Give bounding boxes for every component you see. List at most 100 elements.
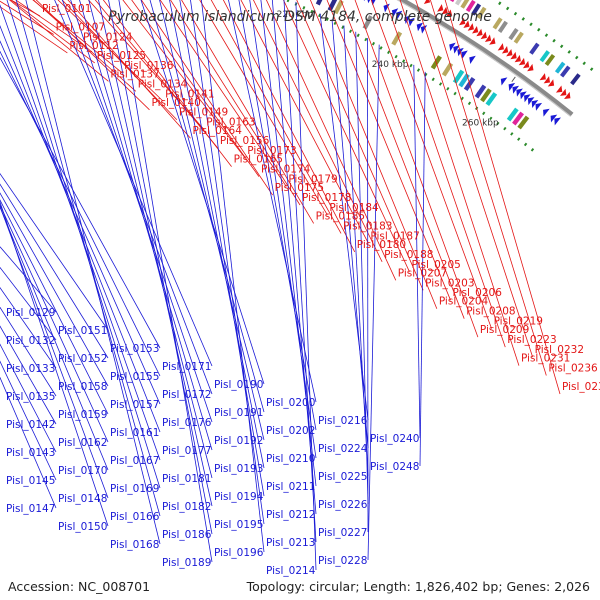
reverse-gene-label[interactable]: Pisl_0158 xyxy=(58,381,107,393)
reverse-gene-label[interactable]: Pisl_0210 xyxy=(266,453,315,465)
scale-ticks: 120 kbp140 kbp160 kbp180 kbp200 kbp220 k… xyxy=(277,10,516,129)
forward-gene-label[interactable]: Pisl_0206 xyxy=(453,287,503,299)
forward-gene-label[interactable]: Pisl_0179 xyxy=(288,174,337,186)
forward-gene-label[interactable]: Pisl_0125 xyxy=(97,50,146,62)
reverse-gene-label[interactable]: Pisl_0135 xyxy=(6,391,55,403)
reverse-gene-label[interactable]: Pisl_0227 xyxy=(318,527,367,539)
reverse-gene-label[interactable]: Pisl_0147 xyxy=(6,503,55,515)
reverse-gene-label[interactable]: Pisl_0194 xyxy=(214,491,264,503)
forward-gene-label[interactable]: Pisl_0205 xyxy=(411,259,460,271)
forward-gene-label[interactable]: Pisl_0149 xyxy=(179,107,228,119)
forward-gene-label[interactable]: Pisl_0175 xyxy=(275,182,324,194)
reverse-gene-label[interactable]: Pisl_0162 xyxy=(58,437,107,449)
reverse-gene-label[interactable]: Pisl_0228 xyxy=(318,555,367,567)
forward-gene-label[interactable]: Pisl_0232 xyxy=(535,344,584,356)
reverse-gene-label[interactable]: Pisl_0176 xyxy=(162,417,212,429)
gc-dot xyxy=(416,68,421,72)
forward-gene-label[interactable]: Pisl_0187 xyxy=(370,230,419,242)
reverse-gene-label[interactable]: Pisl_0200 xyxy=(266,397,315,409)
forward-gene-mark xyxy=(522,60,530,69)
forward-gene-label[interactable]: Pisl_0107 xyxy=(56,21,105,33)
reverse-gene-label[interactable]: Pisl_0196 xyxy=(214,547,264,559)
forward-gene-label[interactable]: Pisl_0134 xyxy=(138,78,188,90)
reverse-gene-label[interactable]: Pisl_0240 xyxy=(370,433,419,445)
reverse-gene-label[interactable]: Pisl_0171 xyxy=(162,361,211,373)
forward-gene-label[interactable]: Pisl_0140 xyxy=(151,97,200,109)
reverse-gene-label[interactable]: Pisl_0143 xyxy=(6,447,55,459)
reverse-gene-label[interactable]: Pisl_0151 xyxy=(58,325,107,337)
forward-gene-label[interactable]: Pisl_0141 xyxy=(165,88,214,100)
forward-gene-label[interactable]: Pisl_0239 xyxy=(562,381,600,393)
forward-gene-label[interactable]: Pisl_0184 xyxy=(329,202,379,214)
inner-category-block xyxy=(452,69,465,84)
reverse-gene-label[interactable]: Pisl_0167 xyxy=(110,455,159,467)
reverse-gene-label[interactable]: Pisl_0214 xyxy=(266,565,316,577)
reverse-gene-label[interactable]: Pisl_0142 xyxy=(6,419,55,431)
reverse-gene-label[interactable]: Pisl_0166 xyxy=(110,511,160,523)
reverse-gene-label[interactable]: Pisl_0181 xyxy=(162,473,211,485)
forward-gene-label[interactable]: Pisl_0231 xyxy=(521,353,570,365)
reverse-gene-label[interactable]: Pisl_0226 xyxy=(318,499,368,511)
forward-gene-label[interactable]: Pisl_0203 xyxy=(425,277,474,289)
forward-gene-label[interactable]: Pisl_0101 xyxy=(42,3,91,15)
reverse-gene-label[interactable]: Pisl_0161 xyxy=(110,427,159,439)
reverse-gene-label[interactable]: Pisl_0225 xyxy=(318,471,367,483)
reverse-gene-label[interactable]: Pisl_0152 xyxy=(58,353,107,365)
reverse-gene-label[interactable]: Pisl_0224 xyxy=(318,443,368,455)
forward-gene-label[interactable]: Pisl_0223 xyxy=(507,334,556,346)
reverse-gene-label[interactable]: Pisl_0213 xyxy=(266,537,315,549)
reverse-gene-label[interactable]: Pisl_0155 xyxy=(110,371,159,383)
forward-gene-label[interactable]: Pisl_0183 xyxy=(343,220,392,232)
reverse-gene-label[interactable]: Pisl_0157 xyxy=(110,399,159,411)
forward-gene-label[interactable]: Pisl_0178 xyxy=(302,192,351,204)
reverse-gene-label[interactable]: Pisl_0248 xyxy=(370,461,419,473)
reverse-gene-label[interactable]: Pisl_0172 xyxy=(162,389,211,401)
forward-gene-label[interactable]: Pisl_0163 xyxy=(206,117,255,129)
forward-gene-label[interactable]: Pisl_0204 xyxy=(439,296,489,308)
forward-gene-label[interactable]: Pisl_0173 xyxy=(247,145,296,157)
forward-gene-mark xyxy=(543,76,551,84)
forward-gene-label[interactable]: Pisl_0219 xyxy=(494,316,543,328)
reverse-gene-label[interactable]: Pisl_0145 xyxy=(6,475,55,487)
forward-gene-label[interactable]: Pisl_0136 xyxy=(124,60,174,72)
reverse-gene-label[interactable]: Pisl_0192 xyxy=(214,435,263,447)
reverse-gene-label[interactable]: Pisl_0177 xyxy=(162,445,211,457)
forward-gene-label[interactable]: Pisl_0236 xyxy=(548,363,598,375)
forward-gene-label[interactable]: Pisl_0174 xyxy=(261,164,311,176)
reverse-gene-label[interactable]: Pisl_0202 xyxy=(266,425,315,437)
reverse-gene-label[interactable]: Pisl_0190 xyxy=(214,379,263,391)
forward-gene-label[interactable]: Pisl_0112 xyxy=(69,40,118,52)
reverse-gene-label[interactable]: Pisl_0153 xyxy=(110,343,159,355)
forward-gene-label[interactable]: Pisl_0164 xyxy=(193,125,243,137)
reverse-gene-label[interactable]: Pisl_0212 xyxy=(266,509,315,521)
gc-dot xyxy=(552,38,556,43)
forward-gene-label[interactable]: Pisl_0156 xyxy=(220,135,270,147)
reverse-gene-label[interactable]: Pisl_0159 xyxy=(58,409,107,421)
reverse-gene-label[interactable]: Pisl_0211 xyxy=(266,481,315,493)
forward-gene-label[interactable]: Pisl_0137 xyxy=(110,68,159,80)
reverse-gene-label[interactable]: Pisl_0133 xyxy=(6,363,55,375)
reverse-gene-label[interactable]: Pisl_0193 xyxy=(214,463,263,475)
forward-gene-label[interactable]: Pisl_0165 xyxy=(234,154,283,166)
inner-category-block xyxy=(362,15,374,30)
reverse-gene-label[interactable]: Pisl_0189 xyxy=(162,557,211,569)
reverse-gene-label[interactable]: Pisl_0132 xyxy=(6,335,55,347)
reverse-gene-label[interactable]: Pisl_0170 xyxy=(58,465,107,477)
forward-gene-label[interactable]: Pisl_0209 xyxy=(480,324,529,336)
reverse-gene-label[interactable]: Pisl_0216 xyxy=(318,415,368,427)
forward-gene-label[interactable]: Pisl_0185 xyxy=(316,210,365,222)
reverse-gene-label[interactable]: Pisl_0169 xyxy=(110,483,159,495)
forward-gene-label[interactable]: Pisl_0208 xyxy=(466,306,515,318)
reverse-gene-label[interactable]: Pisl_0150 xyxy=(58,521,107,533)
forward-gene-label[interactable]: Pisl_0180 xyxy=(357,239,406,251)
reverse-gene-label[interactable]: Pisl_0168 xyxy=(110,539,159,551)
reverse-gene-label[interactable]: Pisl_0182 xyxy=(162,501,211,513)
reverse-gene-label[interactable]: Pisl_0129 xyxy=(6,307,55,319)
reverse-gene-label[interactable]: Pisl_0191 xyxy=(214,407,263,419)
forward-gene-label[interactable]: Pisl_0124 xyxy=(83,31,133,43)
reverse-gene-label[interactable]: Pisl_0186 xyxy=(162,529,212,541)
reverse-gene-label[interactable]: Pisl_0195 xyxy=(214,519,263,531)
reverse-gene-label[interactable]: Pisl_0148 xyxy=(58,493,107,505)
forward-gene-label[interactable]: Pisl_0207 xyxy=(398,267,447,279)
forward-gene-label[interactable]: Pisl_0188 xyxy=(384,249,433,261)
